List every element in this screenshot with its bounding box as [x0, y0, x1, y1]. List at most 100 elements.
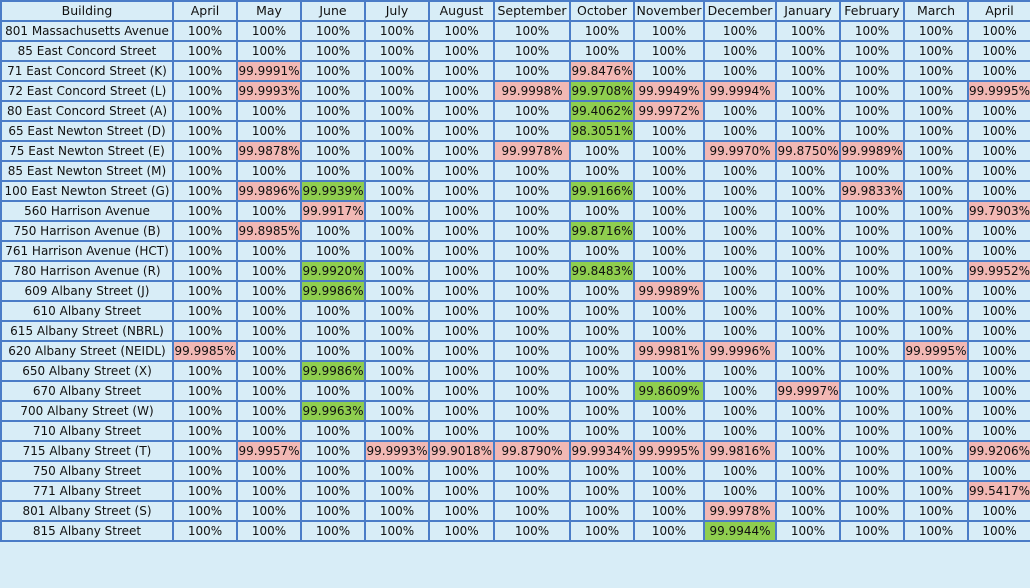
- value-cell: 100%: [236, 460, 302, 482]
- value-cell: 100%: [428, 520, 495, 542]
- table-row: 80 East Concord Street (A) 100% 100% 100% 10…: [0, 100, 1030, 122]
- value-cell: 100%: [839, 200, 905, 222]
- value-cell: 100%: [775, 420, 841, 442]
- value-cell: 100%: [236, 520, 302, 542]
- value-cell: 100%: [172, 40, 238, 62]
- value-cell: 100%: [633, 480, 705, 502]
- table-row: 85 East Newton Street (M) 100% 100% 100% 100…: [0, 160, 1030, 182]
- value-cell: 100%: [775, 300, 841, 322]
- value-cell: 100%: [172, 260, 238, 282]
- value-cell: 100%: [903, 100, 969, 122]
- value-cell: 100%: [703, 280, 777, 302]
- table-row: 750 Albany Street 100% 100% 100% 100% 100% 100…: [0, 460, 1030, 482]
- value-cell: 100%: [172, 320, 238, 342]
- value-cell: 100%: [967, 520, 1030, 542]
- table-row: 75 East Newton Street (E) 100% 99.9878% 100…: [0, 140, 1030, 162]
- value-cell: 100%: [428, 100, 495, 122]
- value-cell: 100%: [493, 200, 571, 222]
- value-cell: 100%: [633, 140, 705, 162]
- value-cell: 100%: [364, 220, 430, 242]
- value-cell-pink: 99.9972%: [633, 100, 705, 122]
- building-name-cell: 609 Albany Street (J): [0, 280, 174, 302]
- building-name-cell: 750 Harrison Avenue (B): [0, 220, 174, 242]
- building-name-cell: 615 Albany Street (NBRL): [0, 320, 174, 342]
- column-header-month: June: [300, 0, 366, 22]
- column-header-month: December: [703, 0, 777, 22]
- uptime-table: Building April May June July August September O…: [0, 0, 1030, 542]
- value-cell: 100%: [775, 220, 841, 242]
- value-cell-pink: 99.9949%: [633, 80, 705, 102]
- value-cell: 100%: [703, 420, 777, 442]
- table-row: 771 Albany Street 100% 100% 100% 100% 100% 100…: [0, 480, 1030, 502]
- value-cell: 100%: [703, 220, 777, 242]
- value-cell: 100%: [569, 40, 635, 62]
- building-name-cell: 72 East Concord Street (L): [0, 80, 174, 102]
- value-cell: 100%: [633, 300, 705, 322]
- value-cell: 100%: [236, 200, 302, 222]
- building-name-cell: 650 Albany Street (X): [0, 360, 174, 382]
- value-cell: 100%: [364, 180, 430, 202]
- value-cell: 100%: [633, 60, 705, 82]
- value-cell: 100%: [172, 20, 238, 42]
- value-cell: 100%: [839, 160, 905, 182]
- building-name-cell: 780 Harrison Avenue (R): [0, 260, 174, 282]
- value-cell: 100%: [903, 320, 969, 342]
- value-cell: 100%: [903, 40, 969, 62]
- value-cell: 100%: [428, 320, 495, 342]
- value-cell: 100%: [775, 160, 841, 182]
- table-row: 65 East Newton Street (D) 100% 100% 100% 100…: [0, 120, 1030, 142]
- column-header-month: March: [903, 0, 969, 22]
- building-name-cell: 700 Albany Street (W): [0, 400, 174, 422]
- value-cell: 100%: [300, 440, 366, 462]
- value-cell: 100%: [903, 60, 969, 82]
- value-cell: 100%: [493, 320, 571, 342]
- value-cell-pink: 99.9991%: [236, 60, 302, 82]
- value-cell: 100%: [839, 400, 905, 422]
- value-cell: 100%: [839, 440, 905, 462]
- value-cell-pink: 99.9978%: [493, 140, 571, 162]
- value-cell: 100%: [903, 180, 969, 202]
- building-name-cell: 750 Albany Street: [0, 460, 174, 482]
- table-row: 650 Albany Street (X) 100% 100% 99.9986% 100…: [0, 360, 1030, 382]
- value-cell: 100%: [967, 140, 1030, 162]
- value-cell: 100%: [300, 80, 366, 102]
- value-cell: 100%: [569, 200, 635, 222]
- value-cell: 100%: [428, 240, 495, 262]
- value-cell: 100%: [493, 460, 571, 482]
- value-cell-pink: 99.9989%: [633, 280, 705, 302]
- value-cell: 100%: [172, 460, 238, 482]
- value-cell: 100%: [839, 240, 905, 262]
- value-cell: 100%: [633, 460, 705, 482]
- table-row: 72 East Concord Street (L) 100% 99.9993% 10…: [0, 80, 1030, 102]
- value-cell-pink: 99.9816%: [703, 440, 777, 462]
- value-cell: 100%: [493, 220, 571, 242]
- value-cell: 100%: [703, 240, 777, 262]
- value-cell: 100%: [300, 60, 366, 82]
- value-cell: 100%: [428, 160, 495, 182]
- value-cell: 100%: [364, 420, 430, 442]
- value-cell: 100%: [633, 520, 705, 542]
- value-cell: 100%: [775, 40, 841, 62]
- value-cell: 100%: [903, 160, 969, 182]
- value-cell: 100%: [493, 420, 571, 442]
- value-cell: 100%: [569, 320, 635, 342]
- value-cell: 100%: [839, 420, 905, 442]
- value-cell: 100%: [633, 160, 705, 182]
- value-cell: 100%: [364, 300, 430, 322]
- value-cell: 100%: [172, 120, 238, 142]
- value-cell: 100%: [569, 20, 635, 42]
- value-cell-pink: 99.9957%: [236, 440, 302, 462]
- value-cell: 100%: [839, 520, 905, 542]
- value-cell: 100%: [839, 500, 905, 522]
- value-cell: 100%: [775, 200, 841, 222]
- value-cell: 100%: [703, 380, 777, 402]
- value-cell: 100%: [775, 260, 841, 282]
- value-cell: 100%: [428, 260, 495, 282]
- table-row: 560 Harrison Avenue 100% 100% 99.9917% 100% 1…: [0, 200, 1030, 222]
- value-cell-pink: 99.9993%: [236, 80, 302, 102]
- value-cell-pink: 99.9989%: [839, 140, 905, 162]
- value-cell: 100%: [775, 20, 841, 42]
- value-cell-pink: 99.9970%: [703, 140, 777, 162]
- value-cell: 100%: [633, 420, 705, 442]
- value-cell: 100%: [903, 200, 969, 222]
